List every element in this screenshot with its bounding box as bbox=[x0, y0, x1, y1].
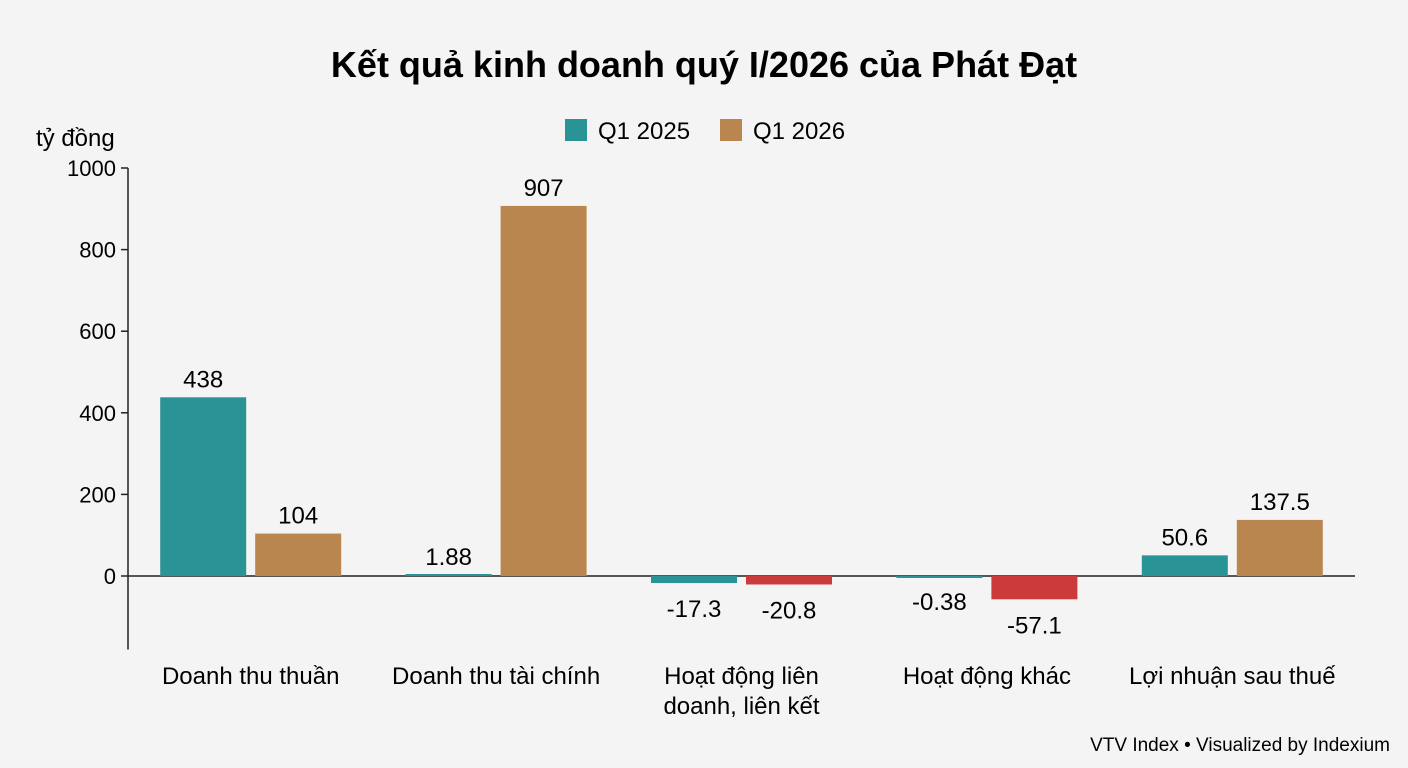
y-tick-label: 200 bbox=[79, 482, 116, 507]
y-tick-label: 400 bbox=[79, 401, 116, 426]
category-label: Lợi nhuận sau thuế bbox=[1129, 663, 1336, 690]
data-label: 137.5 bbox=[1250, 489, 1310, 516]
y-tick-label: 600 bbox=[79, 319, 116, 344]
bar bbox=[651, 576, 737, 584]
bar bbox=[991, 576, 1078, 600]
category-label: Doanh thu thuần bbox=[162, 663, 339, 690]
bar bbox=[405, 574, 492, 576]
category-label: Doanh thu tài chính bbox=[392, 663, 600, 690]
category-label: doanh, liên kết bbox=[663, 693, 819, 720]
bar bbox=[255, 533, 342, 576]
bar bbox=[746, 576, 832, 585]
category-label: Hoạt động liên bbox=[664, 663, 819, 690]
data-label: 907 bbox=[524, 175, 564, 202]
legend-label: Q1 2026 bbox=[753, 118, 845, 145]
data-label: 1.88 bbox=[425, 544, 472, 571]
data-label: 50.6 bbox=[1161, 524, 1208, 551]
data-label: -20.8 bbox=[762, 597, 817, 624]
y-axis-unit: tỷ đồng bbox=[36, 125, 115, 152]
bar bbox=[1236, 519, 1323, 576]
bar bbox=[1141, 555, 1228, 576]
chart-title: Kết quả kinh doanh quý I/2026 của Phát Đ… bbox=[331, 44, 1077, 85]
category-labels: Doanh thu thuần Doanh thu tài chính Hoạt đ… bbox=[162, 663, 1336, 720]
legend-label: Q1 2025 bbox=[598, 118, 690, 145]
data-label: -0.38 bbox=[912, 589, 967, 616]
data-labels: 438 104 1.88 907 -17.3 -20.8 -0.38 -57.1 50.6 137… bbox=[183, 175, 1310, 639]
data-label: -17.3 bbox=[667, 596, 722, 623]
legend-swatch bbox=[565, 119, 587, 141]
bar bbox=[896, 576, 983, 578]
data-label: -57.1 bbox=[1007, 612, 1062, 639]
legend-swatch bbox=[720, 119, 742, 141]
data-label: 104 bbox=[278, 503, 318, 530]
data-label: 438 bbox=[183, 366, 223, 393]
y-tick-label: 1000 bbox=[67, 156, 116, 181]
bar bbox=[500, 205, 587, 576]
bar bbox=[160, 397, 247, 576]
y-tick-label: 800 bbox=[79, 238, 116, 263]
y-tick-label: 0 bbox=[104, 564, 116, 589]
legend: Q1 2025 Q1 2026 bbox=[565, 118, 845, 145]
category-label: Hoạt động khác bbox=[903, 663, 1071, 690]
bars bbox=[160, 205, 1323, 600]
source-note: VTV Index • Visualized by Indexium bbox=[1090, 735, 1390, 756]
